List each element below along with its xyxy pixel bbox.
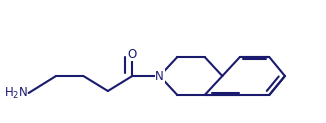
Text: N: N [155, 69, 164, 83]
Text: O: O [128, 47, 137, 61]
Text: H$_2$N: H$_2$N [5, 85, 29, 100]
